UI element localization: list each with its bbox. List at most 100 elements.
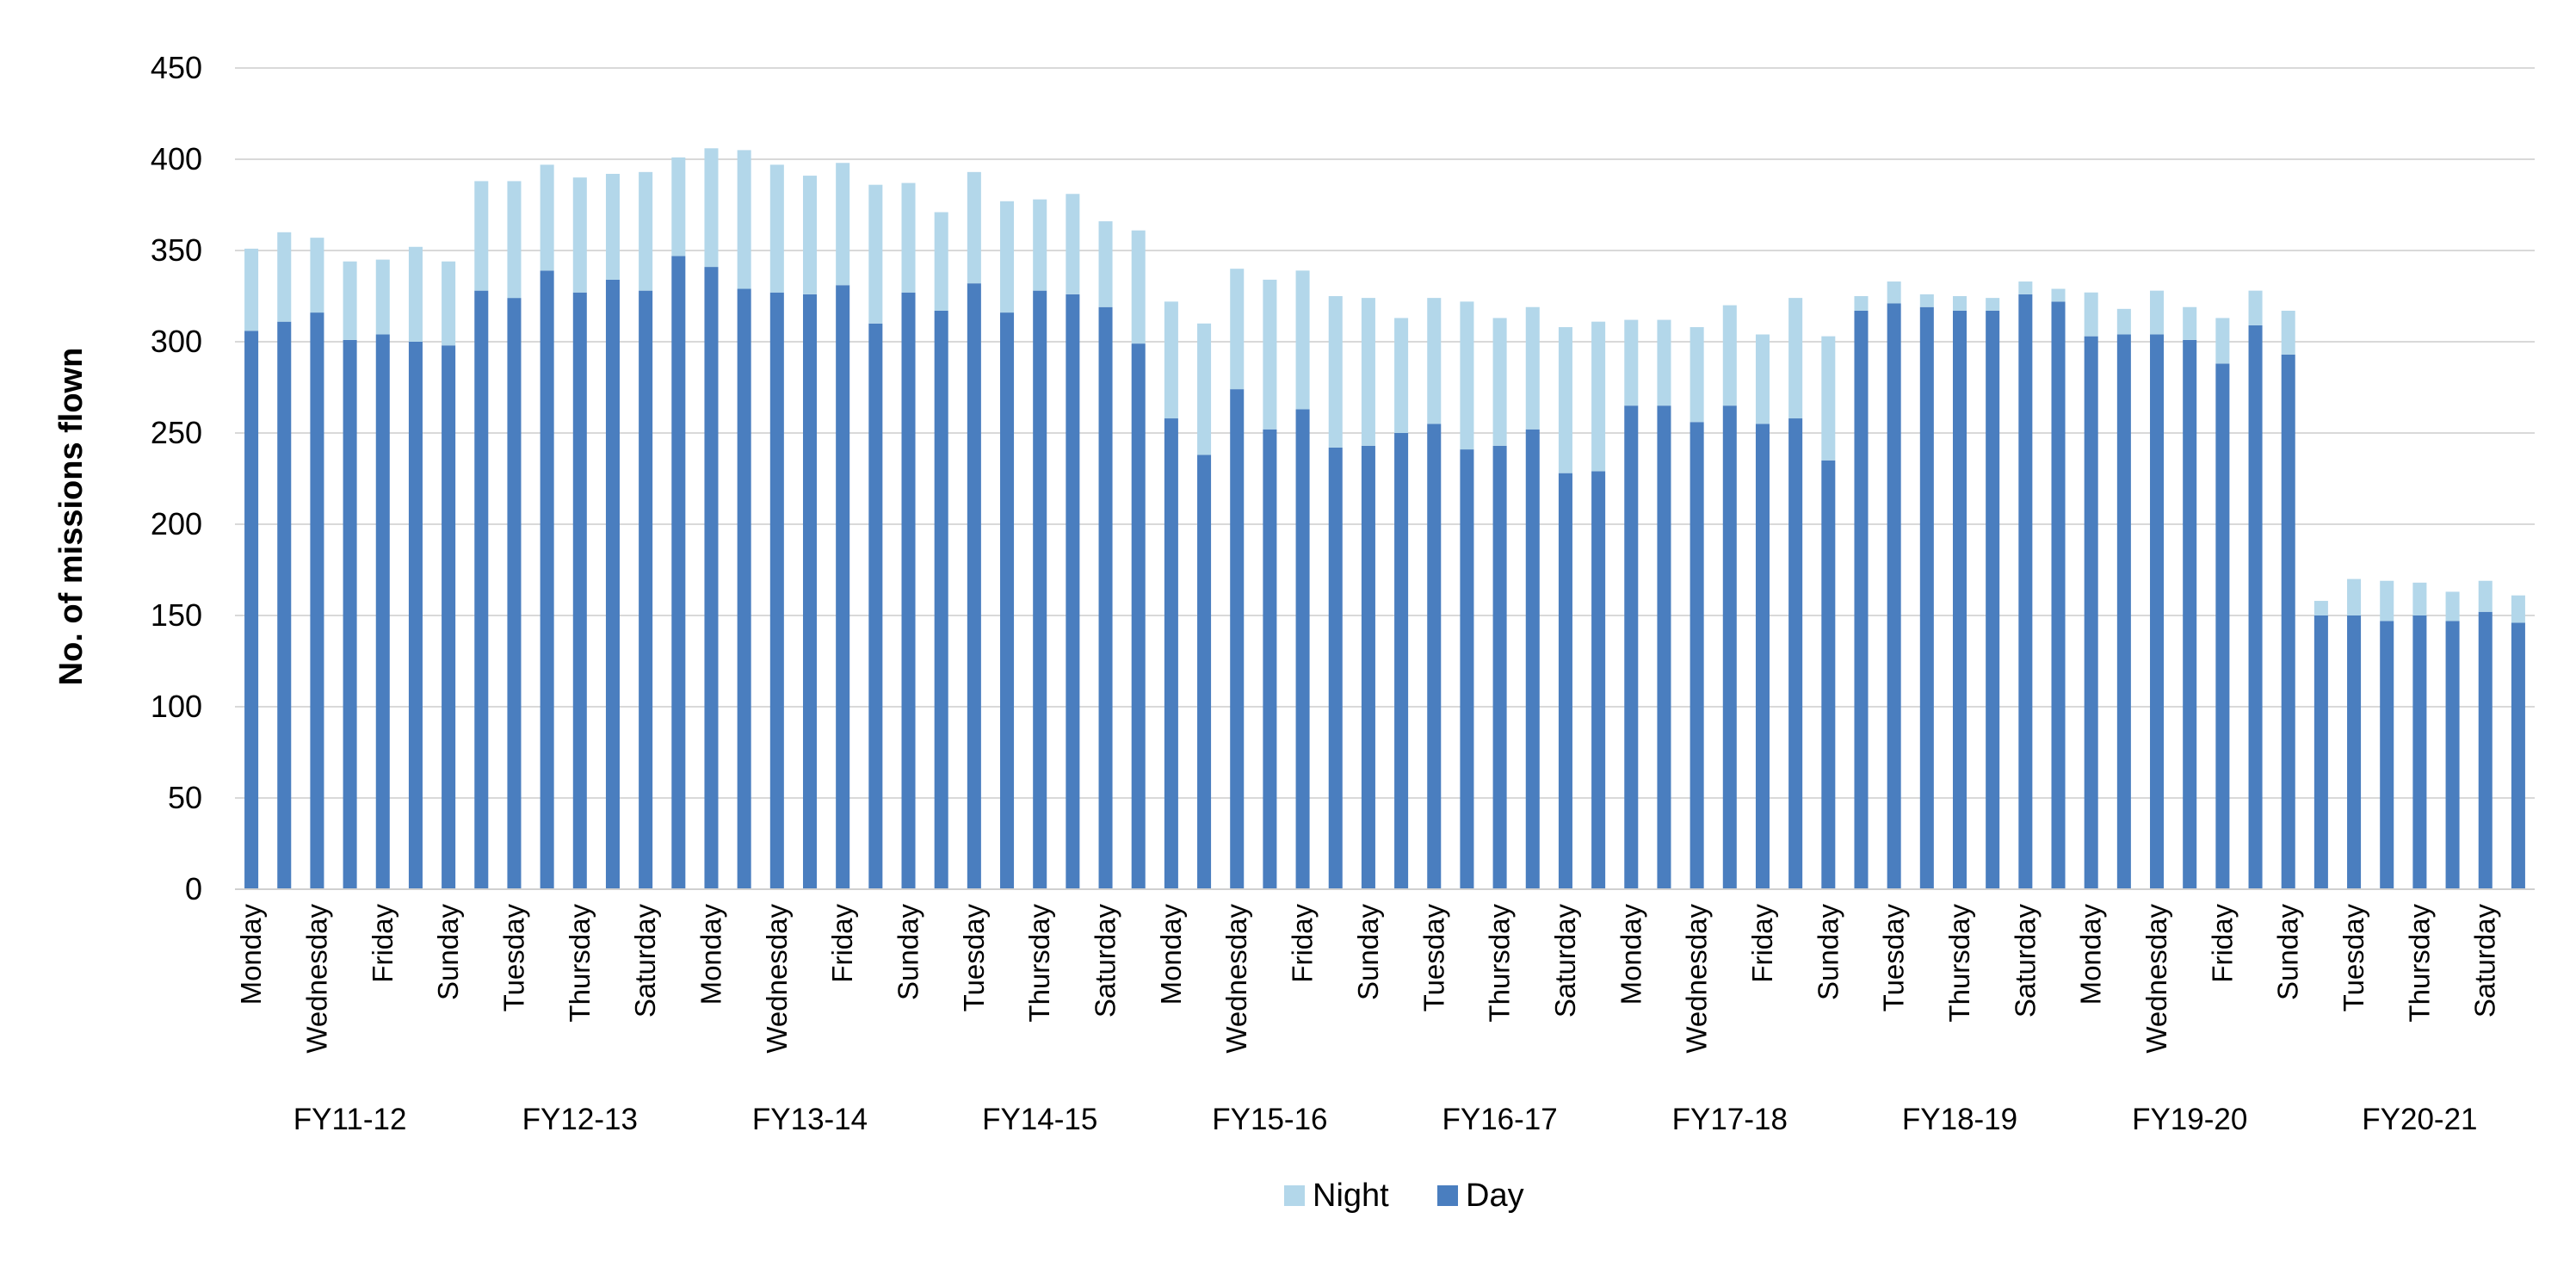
bar-night: [2215, 318, 2230, 364]
bar-night: [1295, 270, 1310, 410]
legend-day-label: Day: [1466, 1178, 1524, 1214]
bar-night: [2511, 595, 2525, 623]
bar-day: [1558, 473, 1572, 889]
legend-night-swatch: [1284, 1185, 1305, 1206]
x-tick-label: Saturday: [629, 904, 661, 1018]
bar-night: [507, 181, 522, 299]
y-tick-label: 350: [151, 232, 202, 268]
bar-night: [1788, 298, 1803, 419]
x-tick-label: Sunday: [2272, 904, 2304, 1000]
y-tick-label: 100: [151, 689, 202, 724]
y-tick-label: 300: [151, 324, 202, 359]
x-tick-label: Friday: [826, 904, 858, 983]
bar-day: [1788, 418, 1803, 889]
bar-day: [2445, 621, 2460, 889]
x-tick-label: Tuesday: [2338, 904, 2369, 1012]
bar-day: [277, 321, 292, 889]
x-tick-label: Sunday: [432, 904, 464, 1000]
bar-day: [540, 270, 554, 889]
bar-night: [2150, 290, 2165, 335]
bar-day: [408, 342, 423, 889]
bar-night: [934, 212, 948, 311]
bar-day: [1394, 433, 1409, 889]
x-tick-label: Friday: [2206, 904, 2238, 983]
x-tick-label: Wednesday: [300, 904, 332, 1054]
bar-night: [310, 238, 324, 313]
bar-day: [2511, 622, 2525, 889]
x-tick-label: Tuesday: [1418, 904, 1449, 1012]
x-tick-label: Saturday: [1549, 904, 1581, 1018]
legend-day-swatch: [1437, 1185, 1458, 1206]
bar-day: [1295, 409, 1310, 889]
bar-night: [1952, 296, 1968, 311]
x-tick-label: Monday: [1155, 904, 1187, 1005]
bar-night: [2084, 292, 2098, 337]
bar-day: [2412, 615, 2427, 889]
bar-day: [1952, 310, 1968, 890]
bar-night: [639, 171, 653, 291]
bar-night: [605, 173, 620, 280]
bar-day: [2313, 615, 2328, 889]
bar-night: [1328, 296, 1343, 448]
x-tick-label: Tuesday: [958, 904, 990, 1012]
bar-night: [1263, 279, 1277, 430]
bar-day: [2150, 334, 2165, 889]
bar-day: [375, 334, 390, 889]
bar-night: [2281, 310, 2295, 355]
bar-day: [737, 288, 751, 889]
x-tick-label: Saturday: [2009, 904, 2041, 1018]
x-tick-label: Wednesday: [1220, 904, 1252, 1054]
bar-night: [2018, 281, 2033, 294]
bar-night: [1821, 336, 1836, 461]
x-tick-label: Sunday: [1352, 904, 1384, 1000]
bar-day: [2183, 339, 2197, 889]
bar-night: [836, 163, 850, 286]
bar-night: [1394, 318, 1409, 433]
bar-day: [2347, 615, 2362, 889]
bar-day: [1197, 455, 1212, 889]
bar-night: [1854, 296, 1869, 311]
x-tick-label: Friday: [1746, 904, 1778, 983]
category-labels: Monday Wednesday Friday Sunday Tuesday Thursd…: [235, 904, 2501, 1054]
bar-day: [1986, 310, 2000, 890]
group-label: FY19-20: [2132, 1103, 2247, 1136]
bar-night: [2347, 578, 2362, 615]
bar-day: [2084, 336, 2098, 889]
bar-night: [244, 248, 259, 331]
bar-day: [2018, 294, 2033, 889]
bar-night: [769, 164, 784, 293]
bar-night: [343, 261, 357, 340]
bar-day: [1854, 310, 1869, 890]
bar-night: [737, 150, 751, 289]
bar-night: [1033, 199, 1047, 291]
group-label: FY11-12: [293, 1103, 407, 1136]
bar-day: [2215, 363, 2230, 889]
bar-day: [1000, 312, 1015, 890]
bar-night: [1164, 301, 1178, 419]
bar-day: [507, 298, 522, 889]
group-label: FY13-14: [752, 1103, 868, 1136]
bar-night: [2478, 580, 2493, 612]
bar-night: [442, 261, 456, 346]
bar-night: [2445, 591, 2460, 622]
bar-night: [1657, 319, 1671, 406]
bar-night: [2412, 582, 2427, 615]
x-tick-label: Thursday: [1023, 904, 1055, 1023]
bar-day: [1361, 445, 1375, 889]
bar-night: [1722, 305, 1737, 406]
bar-day: [1427, 424, 1442, 889]
bar-day: [605, 279, 620, 889]
x-tick-label: Sunday: [893, 904, 924, 1000]
y-tick-label: 50: [168, 780, 202, 815]
y-tick-label: 150: [151, 597, 202, 633]
x-tick-label: Sunday: [1812, 904, 1844, 1000]
bar-night: [2248, 290, 2263, 325]
x-tick-label: Friday: [367, 904, 398, 983]
bars: [244, 148, 2525, 890]
x-tick-label: Tuesday: [1878, 904, 1910, 1012]
x-tick-label: Wednesday: [1681, 904, 1713, 1054]
bar-night: [1690, 327, 1704, 423]
group-label: FY17-18: [1672, 1103, 1788, 1136]
y-tick-label: 450: [151, 50, 202, 85]
